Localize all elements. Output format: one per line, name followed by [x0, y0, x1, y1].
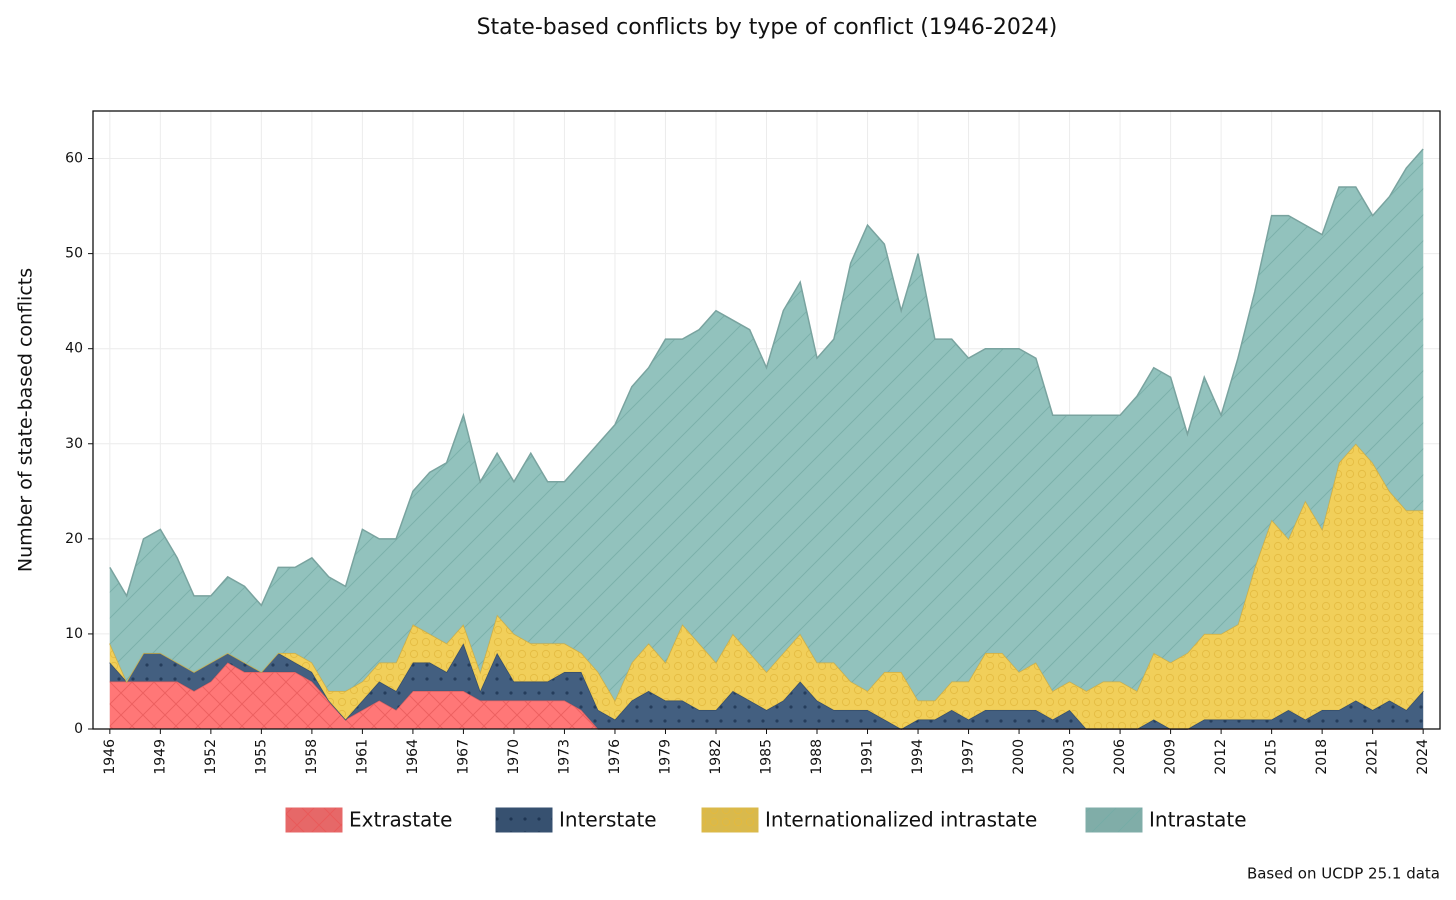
area-pattern — [109, 643, 1424, 729]
area-pattern — [109, 443, 1424, 729]
x-tick-label: 1961 — [354, 739, 370, 775]
x-tick-label: 2009 — [1163, 739, 1179, 775]
x-tick-label: 1979 — [657, 739, 673, 775]
source-note: Based on UCDP 25.1 data — [1247, 865, 1440, 883]
y-axis-label: Number of state-based conflicts — [15, 268, 37, 572]
x-tick-label: 2024 — [1415, 739, 1431, 775]
y-tick-label: 60 — [65, 151, 83, 167]
legend-swatch-pattern — [702, 808, 758, 832]
x-tick-label: 2006 — [1112, 739, 1128, 775]
x-tick-label: 1949 — [152, 739, 168, 775]
y-tick-label: 10 — [65, 626, 83, 642]
legend-label: Intrastate — [1149, 808, 1247, 832]
x-tick-label: 1976 — [607, 739, 623, 775]
x-tick-label: 1997 — [961, 739, 977, 775]
area-edge — [109, 148, 1424, 607]
y-tick-label: 20 — [65, 531, 83, 547]
x-tick-label: 1952 — [203, 739, 219, 775]
x-tick-label: 1988 — [809, 739, 825, 775]
x-tick-label: 2021 — [1365, 739, 1381, 775]
axes: 0 10 20 30 40 50 60 1946 1949 1952 1955 1958 1961 196… — [65, 151, 1431, 775]
x-tick-label: 1982 — [708, 739, 724, 775]
x-tick-label: 1973 — [556, 739, 572, 775]
x-tick-label: 2000 — [1011, 739, 1027, 775]
area-pattern — [109, 662, 1424, 729]
chart-title: State-based conflicts by type of conflic… — [477, 15, 1058, 40]
x-tick-label: 2012 — [1213, 739, 1229, 775]
legend-swatch-pattern — [1086, 808, 1142, 832]
x-tick-label: 2003 — [1062, 739, 1078, 775]
x-tick-label: 1994 — [910, 739, 926, 775]
legend-swatch-pattern — [496, 808, 552, 832]
x-tick-label: 1970 — [506, 739, 522, 775]
legend-label: Internationalized intrastate — [765, 808, 1037, 832]
y-tick-label: 30 — [65, 436, 83, 452]
legend: Extrastate Interstate Internationalized in… — [285, 807, 1247, 833]
x-tick-label: 1958 — [304, 739, 320, 775]
legend-swatch-pattern — [286, 808, 342, 832]
area-pattern — [109, 149, 1424, 701]
x-tick-label: 1946 — [102, 739, 118, 775]
x-tick-label: 1955 — [253, 739, 269, 775]
x-tick-label: 2015 — [1264, 739, 1280, 775]
x-tick-label: 1967 — [455, 739, 471, 775]
x-tick-label: 1985 — [759, 739, 775, 775]
y-tick-label: 0 — [74, 721, 83, 737]
legend-label: Interstate — [559, 808, 657, 832]
y-tick-label: 40 — [65, 341, 83, 357]
y-tick-label: 50 — [65, 246, 83, 262]
x-tick-label: 1991 — [860, 739, 876, 775]
x-tick-label: 1964 — [405, 739, 421, 775]
x-tick-label: 2018 — [1314, 739, 1330, 775]
legend-label: Extrastate — [349, 808, 452, 832]
areas — [109, 148, 1424, 730]
